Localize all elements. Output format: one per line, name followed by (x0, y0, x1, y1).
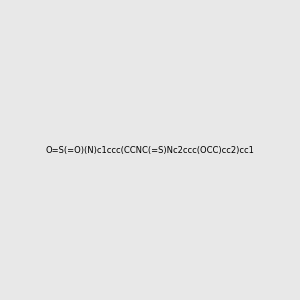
Text: O=S(=O)(N)c1ccc(CCNC(=S)Nc2ccc(OCC)cc2)cc1: O=S(=O)(N)c1ccc(CCNC(=S)Nc2ccc(OCC)cc2)c… (46, 146, 254, 154)
